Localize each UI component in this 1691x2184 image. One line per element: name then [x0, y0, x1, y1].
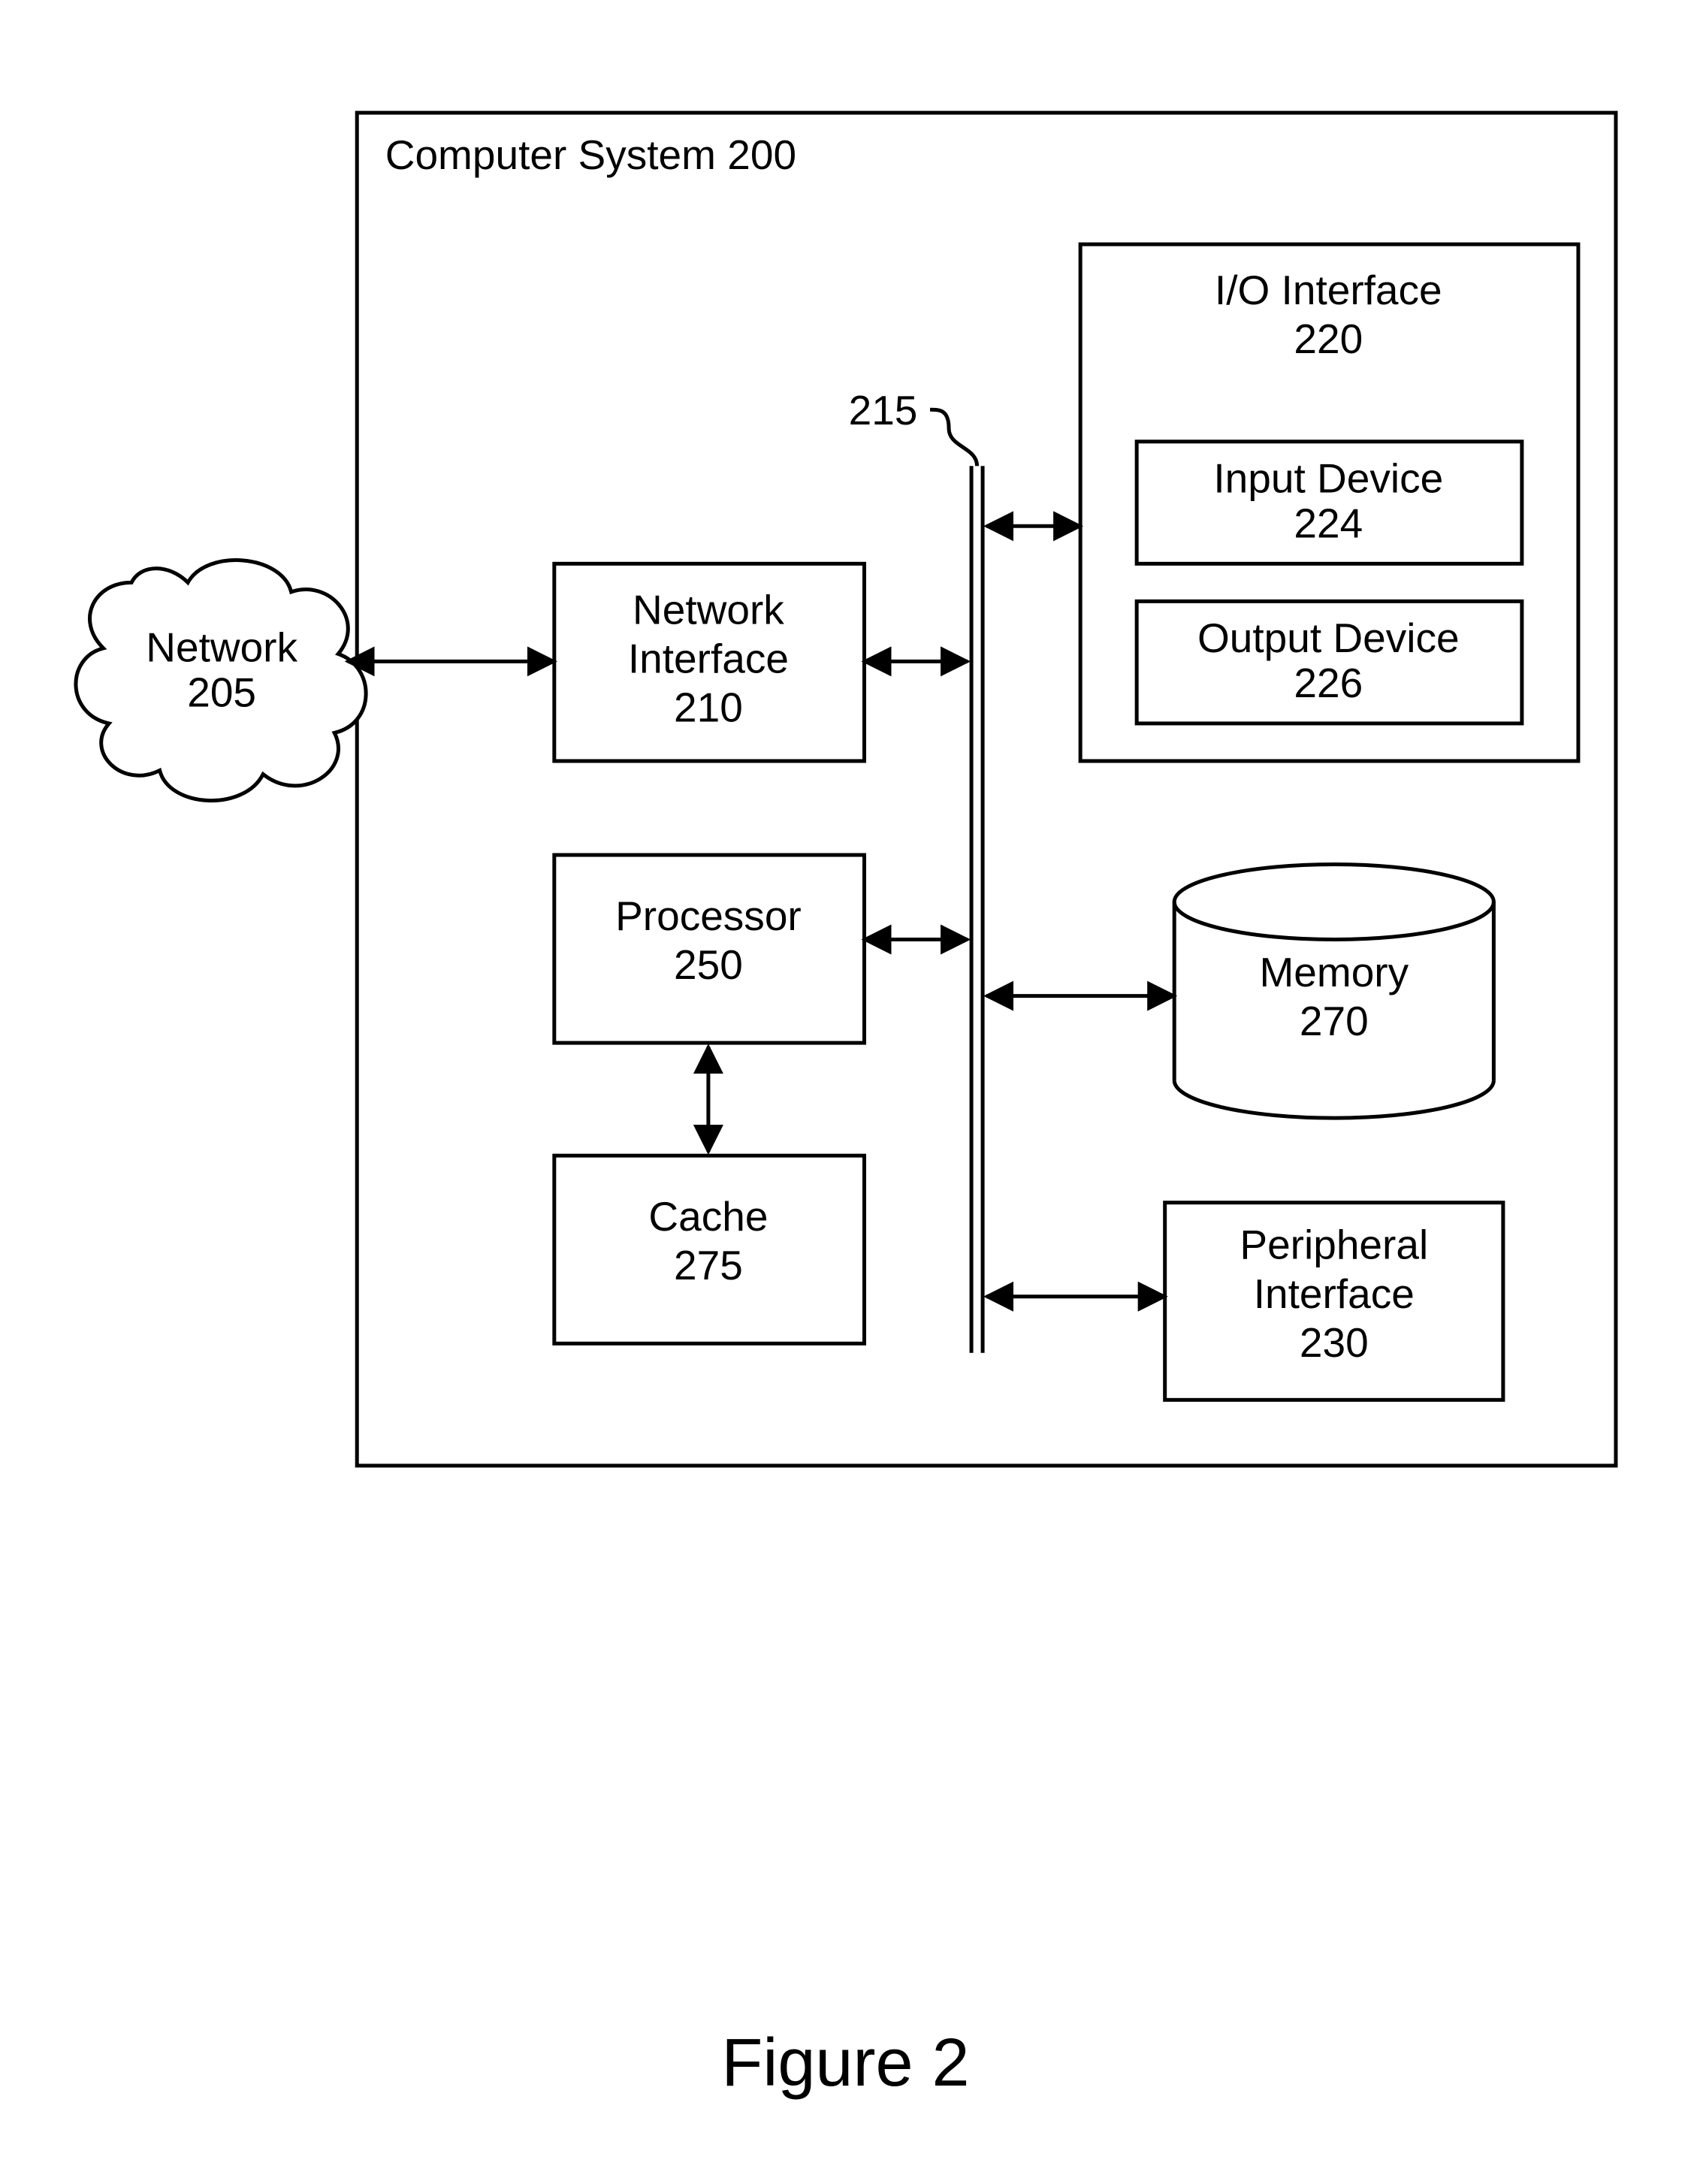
processor-box: Processor 250 — [554, 855, 865, 1043]
svg-text:224: 224 — [1294, 500, 1363, 546]
svg-text:Network: Network — [146, 624, 297, 670]
figure-caption: Figure 2 — [721, 2025, 969, 2101]
svg-text:Memory: Memory — [1259, 949, 1409, 995]
svg-text:205: 205 — [187, 669, 256, 715]
svg-text:220: 220 — [1294, 316, 1363, 362]
svg-text:Cache: Cache — [648, 1193, 768, 1240]
svg-text:Processor: Processor — [615, 893, 802, 939]
svg-text:270: 270 — [1300, 998, 1369, 1044]
svg-text:275: 275 — [674, 1242, 743, 1288]
svg-text:226: 226 — [1294, 660, 1363, 706]
cache-box: Cache 275 — [554, 1155, 865, 1343]
svg-text:Network: Network — [633, 586, 784, 633]
network-interface-box: Network Interface 210 — [554, 563, 865, 761]
svg-text:Interface: Interface — [1254, 1270, 1415, 1317]
bus-label: 215 — [849, 387, 918, 433]
svg-text:Peripheral: Peripheral — [1240, 1222, 1428, 1268]
peripheral-interface-box: Peripheral Interface 230 — [1165, 1203, 1503, 1400]
svg-text:Input Device: Input Device — [1213, 455, 1443, 501]
svg-text:230: 230 — [1300, 1319, 1369, 1366]
svg-text:250: 250 — [674, 941, 743, 988]
computer-system-title: Computer System 200 — [385, 131, 796, 178]
svg-text:Output Device: Output Device — [1197, 615, 1460, 661]
svg-text:Interface: Interface — [628, 635, 789, 681]
input-device-box: Input Device 224 — [1137, 442, 1522, 564]
output-device-box: Output Device 226 — [1137, 601, 1522, 723]
svg-text:210: 210 — [674, 684, 743, 730]
network-cloud: Network 205 — [76, 560, 366, 801]
svg-text:I/O Interface: I/O Interface — [1215, 267, 1442, 313]
